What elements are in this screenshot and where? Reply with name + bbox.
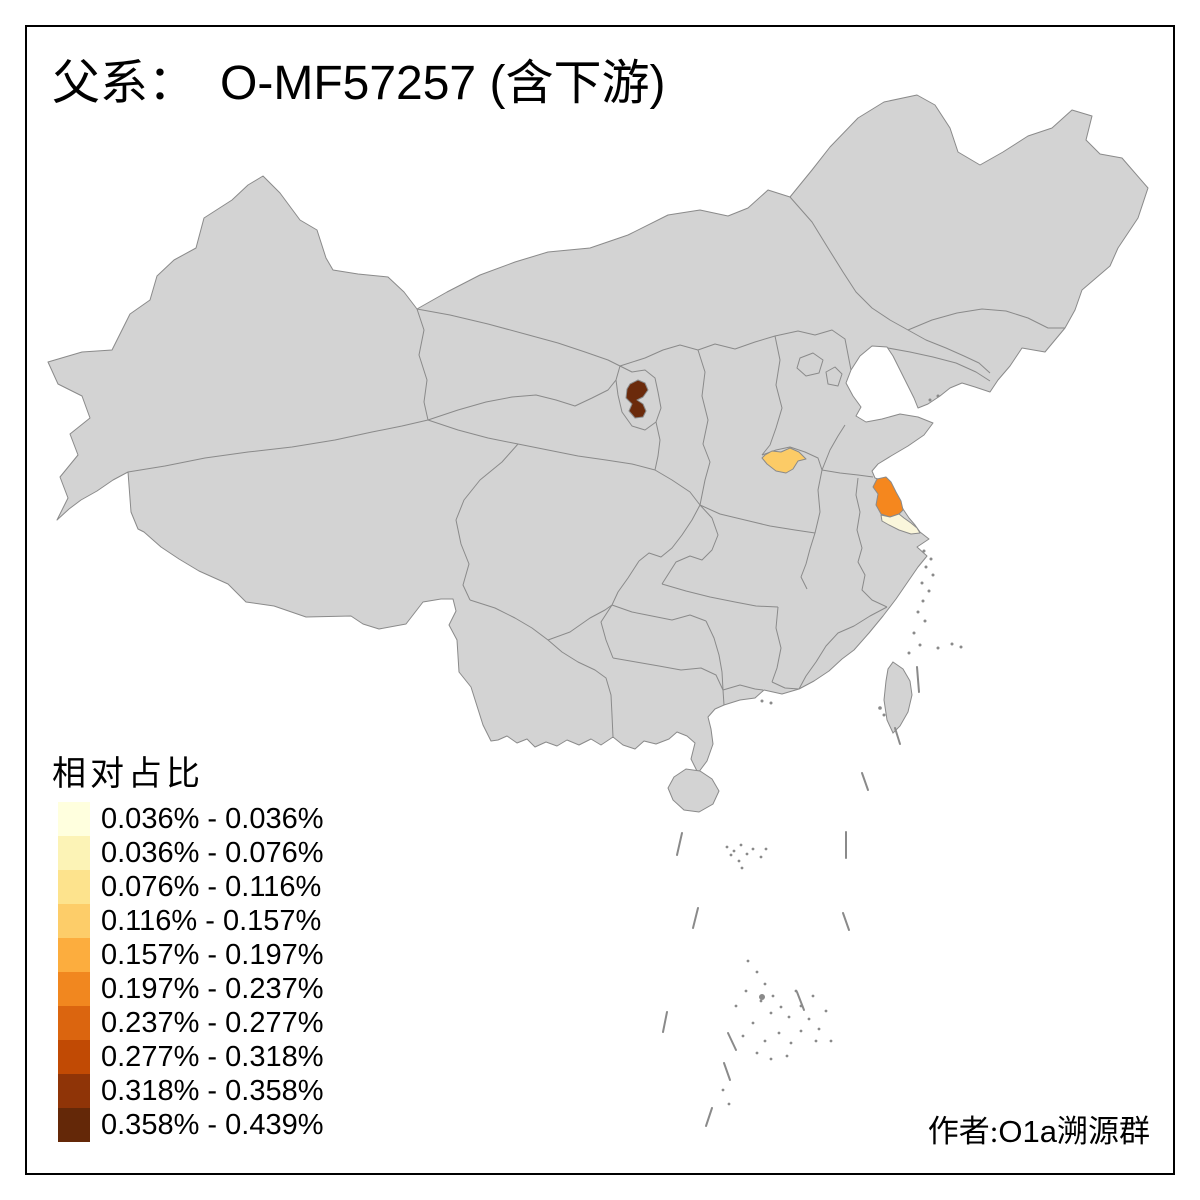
province-border <box>821 424 846 471</box>
title-prefix: 父系： <box>52 57 197 110</box>
province-border <box>654 469 701 506</box>
legend-row: 0.157% - 0.197% <box>58 938 323 972</box>
province-border <box>619 329 852 371</box>
legend-row: 0.237% - 0.277% <box>58 1006 323 1040</box>
province-border <box>654 421 661 471</box>
legend-swatch <box>58 836 90 870</box>
province-border <box>547 604 613 641</box>
plot-frame <box>25 25 1175 1175</box>
legend-swatch <box>58 938 90 972</box>
province-border <box>469 599 614 738</box>
title-main: O-MF57257 (含下游) <box>220 57 666 110</box>
legend-swatch <box>58 1006 90 1040</box>
legend-swatch <box>58 904 90 938</box>
province-border <box>127 419 429 473</box>
province-border <box>771 681 800 690</box>
legend-label: 0.036% - 0.036% <box>101 802 324 835</box>
legend-swatch <box>58 1108 90 1142</box>
credit-name-latin: O1a <box>998 1114 1057 1149</box>
province-border <box>661 583 779 608</box>
legend-label: 0.036% - 0.076% <box>101 836 324 869</box>
legend-swatch <box>58 1074 90 1108</box>
province-border <box>722 684 764 691</box>
province-border <box>789 196 991 374</box>
legend-label: 0.358% - 0.439% <box>101 1108 324 1141</box>
province-border <box>612 657 725 706</box>
province-border <box>814 469 823 534</box>
province-border <box>855 477 888 608</box>
legend-label: 0.076% - 0.116% <box>101 870 322 903</box>
legend-row: 0.277% - 0.318% <box>58 1040 323 1074</box>
legend-label: 0.277% - 0.318% <box>101 1040 324 1073</box>
legend-swatch <box>58 1040 90 1074</box>
credit-name-rest: 溯源群 <box>1057 1114 1150 1149</box>
legend-rows: 0.036% - 0.036% 0.036% - 0.076% 0.076% -… <box>58 802 323 1142</box>
legend-label: 0.237% - 0.277% <box>101 1006 324 1039</box>
province-border <box>427 379 617 421</box>
taiwan-island <box>883 661 913 734</box>
small-island <box>759 994 765 1000</box>
credit-label: 作者: <box>927 1114 999 1149</box>
legend-swatch <box>58 802 90 836</box>
province-border <box>699 504 816 534</box>
dash-line-segments <box>662 666 920 1127</box>
highlighted-regions <box>625 379 921 535</box>
legend: 相对占比 0.036% - 0.036% 0.036% - 0.076% 0.0… <box>46 746 386 1166</box>
province-border <box>416 308 429 421</box>
region-henan-northwest <box>761 447 807 474</box>
legend-title: 相对占比 <box>52 756 204 793</box>
legend-label: 0.197% - 0.237% <box>101 972 324 1005</box>
legend-row: 0.036% - 0.076% <box>58 836 323 870</box>
legend-swatch <box>58 870 90 904</box>
province-border <box>455 443 519 601</box>
legend-row: 0.036% - 0.036% <box>58 802 323 836</box>
page-title: 父系： O-MF57257 (含下游) <box>52 56 665 111</box>
region-ningxia-north <box>625 379 649 419</box>
author-credit: 作者: O1a 溯源群 <box>928 1106 1150 1151</box>
legend-row: 0.197% - 0.237% <box>58 972 323 1006</box>
region-jiangsu-central-coast <box>880 513 921 535</box>
hainan-island <box>667 768 720 813</box>
legend-label: 0.116% - 0.157% <box>101 904 322 937</box>
province-border <box>796 352 824 377</box>
province-border <box>798 606 888 690</box>
legend-row: 0.358% - 0.439% <box>58 1108 323 1142</box>
legend-swatch <box>58 972 90 1006</box>
province-border <box>761 335 783 456</box>
legend-label: 0.318% - 0.358% <box>101 1074 324 1107</box>
province-border <box>600 604 614 659</box>
province-border <box>800 532 816 590</box>
province-border <box>705 620 724 691</box>
province-border <box>821 469 874 478</box>
legend-row: 0.116% - 0.157% <box>58 904 323 938</box>
province-borders <box>127 196 1065 738</box>
province-border <box>416 308 621 367</box>
province-border <box>611 604 707 622</box>
province-border <box>771 606 782 683</box>
mainland-outline <box>47 94 1149 774</box>
province-border <box>907 308 1065 331</box>
legend-row: 0.076% - 0.116% <box>58 870 323 904</box>
province-border <box>887 347 991 382</box>
province-border <box>661 504 719 585</box>
province-border <box>825 366 843 387</box>
province-border <box>427 419 656 471</box>
legend-row: 0.318% - 0.358% <box>58 1074 323 1108</box>
province-border <box>638 504 701 562</box>
province-border <box>697 349 711 506</box>
province-border <box>611 560 640 606</box>
legend-label: 0.157% - 0.197% <box>101 938 324 971</box>
